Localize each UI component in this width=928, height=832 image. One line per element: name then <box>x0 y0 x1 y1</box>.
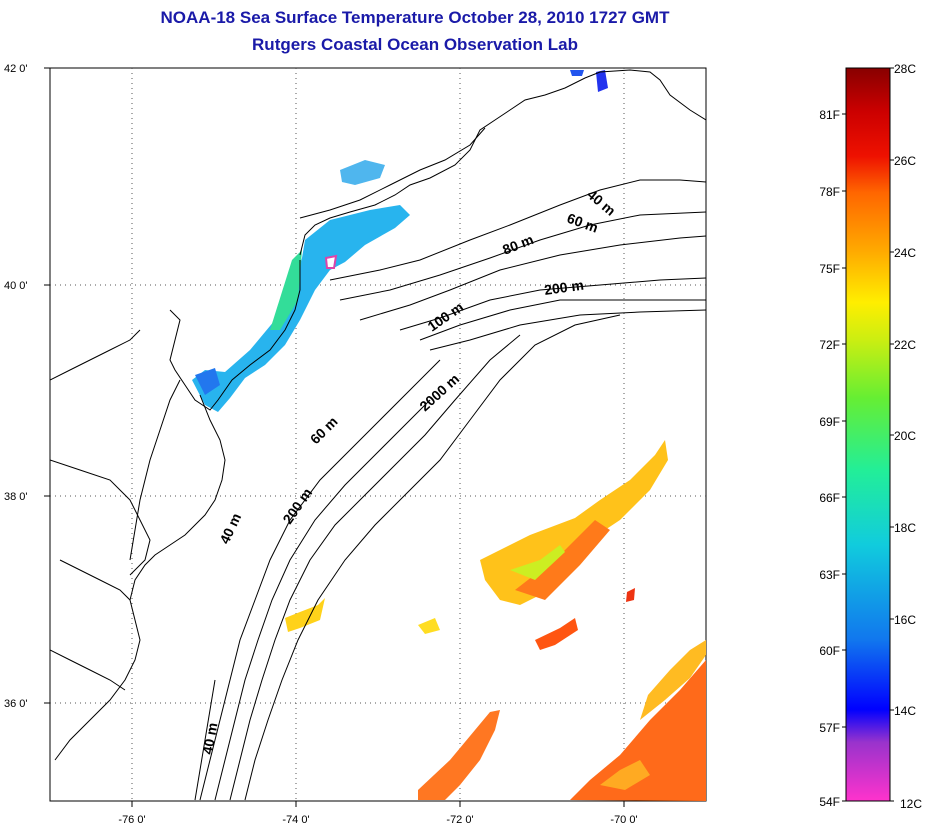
isobath-2000m-south <box>244 314 621 801</box>
isobath-200m-north <box>399 277 706 331</box>
colorbar-label-f: 60F <box>819 644 840 658</box>
sst-patch-nearshore-green <box>270 250 302 330</box>
lon-label: -76 0' <box>118 814 145 826</box>
colorbar-label-c: 24C <box>894 246 916 260</box>
sst-patch-gulf-stream-warm-band <box>480 440 668 605</box>
lon-label: -74 0' <box>282 814 309 826</box>
colorbar-label-f: 63F <box>819 568 840 582</box>
isobath-60m-north <box>339 211 706 301</box>
colorbar-label-f: 57F <box>819 721 840 735</box>
lat-label: 42 0' <box>4 63 28 75</box>
sst-patch-offshore-small-2 <box>418 618 440 634</box>
lat-label: 40 0' <box>4 280 28 292</box>
sst-patch-hudson-mouth <box>324 254 338 269</box>
sst-patch-southern-filament <box>418 710 500 800</box>
colorbar-label-c: 28C <box>894 62 916 76</box>
graticule <box>50 68 706 801</box>
sst-patch-green-streak <box>510 545 565 580</box>
colorbar-label-f: 78F <box>819 185 840 199</box>
coastline <box>50 69 706 761</box>
isobath-80m-north <box>359 235 706 321</box>
sst-patch-red-specks <box>535 618 578 650</box>
sst-patch-gulf-stream-core <box>515 520 610 600</box>
sst-patch-raritan-nj-coast <box>192 205 410 412</box>
colorbar-label-c: 14C <box>894 704 916 718</box>
colorbar-label-f: 81F <box>819 108 840 122</box>
colorbar-label-f: 72F <box>819 338 840 352</box>
colorbar-ticks <box>842 67 894 802</box>
colorbar-label-f: 75F <box>819 262 840 276</box>
isobath-label: 40 m <box>199 721 220 755</box>
sst-patch-cape-cod <box>596 70 608 92</box>
lat-label: 38 0' <box>4 491 28 503</box>
isobath-40m-south <box>199 359 441 801</box>
sst-patch-north-small <box>570 70 584 76</box>
sst-patch-long-island-sound <box>340 160 385 185</box>
sst-patch-red-speck-east <box>626 588 635 602</box>
sst-patch-southeast-edge <box>640 640 706 720</box>
isobath-2000m-north <box>429 309 706 351</box>
lon-label: -70 0' <box>610 814 637 826</box>
colorbar-label-f: 66F <box>819 491 840 505</box>
isobath-40m-north <box>329 179 706 281</box>
isobaths <box>194 179 706 801</box>
sst-patch-southeast-streak <box>600 760 650 790</box>
lat-label: 36 0' <box>4 698 28 710</box>
colorbar-label-f: 69F <box>819 415 840 429</box>
isobath-label: 200 m <box>543 277 585 298</box>
colorbar-label-c: 22C <box>894 338 916 352</box>
isobath-60m-south <box>214 399 431 801</box>
sst-patch-southeast-warm <box>570 660 706 801</box>
lon-label: -72 0' <box>446 814 473 826</box>
colorbar-label-f: 54F <box>819 795 840 809</box>
map-title: NOAA-18 Sea Surface Temperature October … <box>160 8 670 27</box>
colorbar-label-c: 16C <box>894 613 916 627</box>
colorbar-label-c: 18C <box>894 521 916 535</box>
map-frame <box>49 67 707 802</box>
colorbar-label-c: 26C <box>894 154 916 168</box>
isobath-40m-far-south <box>194 679 216 801</box>
colorbar-label-c: 20C <box>894 429 916 443</box>
isobath-100m-north <box>419 299 706 341</box>
sst-patch-delaware-bay <box>195 368 220 395</box>
isobath-200m-south <box>229 334 521 801</box>
axis-ticks <box>44 67 625 807</box>
colorbar-label-c: 12C <box>900 797 922 811</box>
map-subtitle: Rutgers Coastal Ocean Observation Lab <box>252 35 578 54</box>
temperature-colorbar <box>845 67 891 802</box>
